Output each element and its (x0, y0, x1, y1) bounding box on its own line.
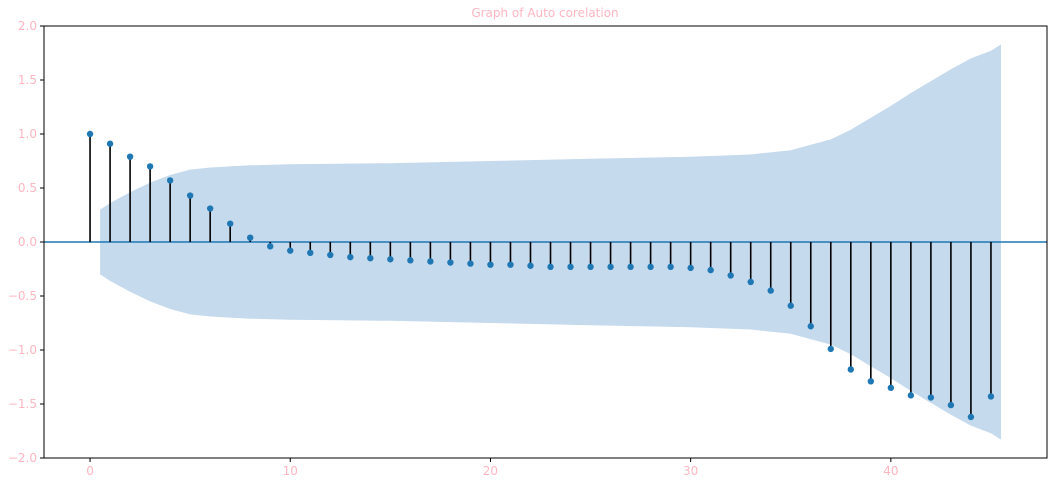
acf-point (987, 393, 995, 400)
acf-point (967, 413, 975, 421)
acf-point (447, 259, 454, 266)
acf-point (847, 366, 855, 373)
chart-title: Graph of Auto corelation (471, 6, 618, 20)
acf-point (307, 249, 314, 256)
acf-point (487, 261, 494, 268)
acf-point (527, 262, 534, 269)
y-tick-label: 2.0 (18, 19, 37, 33)
y-tick-label: 0.5 (18, 181, 37, 195)
x-axis-ticks: 0 10 20 30 40 (86, 458, 898, 478)
x-tick-label: 0 (86, 464, 94, 478)
acf-point (927, 394, 935, 401)
acf-point (807, 323, 814, 330)
acf-point (887, 384, 895, 391)
acf-point (186, 192, 194, 199)
acf-point (106, 140, 114, 147)
acf-point (166, 177, 174, 184)
y-tick-label: −1.5 (8, 397, 37, 411)
acf-point (407, 257, 414, 264)
acf-point (247, 234, 254, 241)
y-tick-label: 1.0 (18, 127, 37, 141)
x-tick-label: 10 (283, 464, 298, 478)
acf-point (827, 345, 834, 353)
acf-point (387, 256, 394, 263)
acf-point (687, 264, 694, 272)
acf-point (607, 263, 614, 271)
acf-point (327, 251, 334, 259)
acf-point (467, 260, 474, 267)
acf-point (287, 247, 294, 254)
y-tick-label: −0.5 (8, 289, 37, 303)
acf-point (267, 243, 274, 250)
acf-point (367, 255, 374, 262)
acf-point (226, 220, 234, 227)
y-tick-label: −2.0 (8, 451, 37, 465)
acf-point (787, 302, 794, 309)
acf-point (727, 272, 734, 279)
acf-point (747, 278, 754, 286)
stems-layer (89, 134, 992, 417)
acf-point (206, 205, 214, 212)
acf-point (547, 263, 554, 271)
acf-point (427, 258, 434, 265)
acf-point (86, 130, 94, 138)
acf-point (907, 392, 915, 399)
y-tick-label: −1.0 (8, 343, 37, 357)
acf-point (567, 263, 574, 271)
acf-point (667, 263, 674, 271)
y-tick-label: 0.0 (18, 235, 37, 249)
x-tick-label: 40 (883, 464, 898, 478)
x-tick-label: 30 (683, 464, 698, 478)
acf-point (347, 253, 354, 261)
acf-point (146, 163, 154, 170)
acf-point (627, 263, 634, 271)
y-axis-ticks: −2.0 −1.5 −1.0 −0.5 0.0 0.5 1.0 1.5 2.0 (8, 19, 44, 465)
x-tick-label: 20 (483, 464, 498, 478)
acf-point (647, 263, 654, 271)
acf-point (947, 401, 955, 409)
markers-layer (86, 130, 995, 421)
acf-point (507, 261, 514, 268)
acf-point (767, 287, 774, 294)
acf-point (587, 263, 594, 271)
acf-point (707, 266, 714, 274)
y-tick-label: 1.5 (18, 73, 37, 87)
acf-point (867, 378, 875, 385)
acf-point (126, 153, 134, 160)
